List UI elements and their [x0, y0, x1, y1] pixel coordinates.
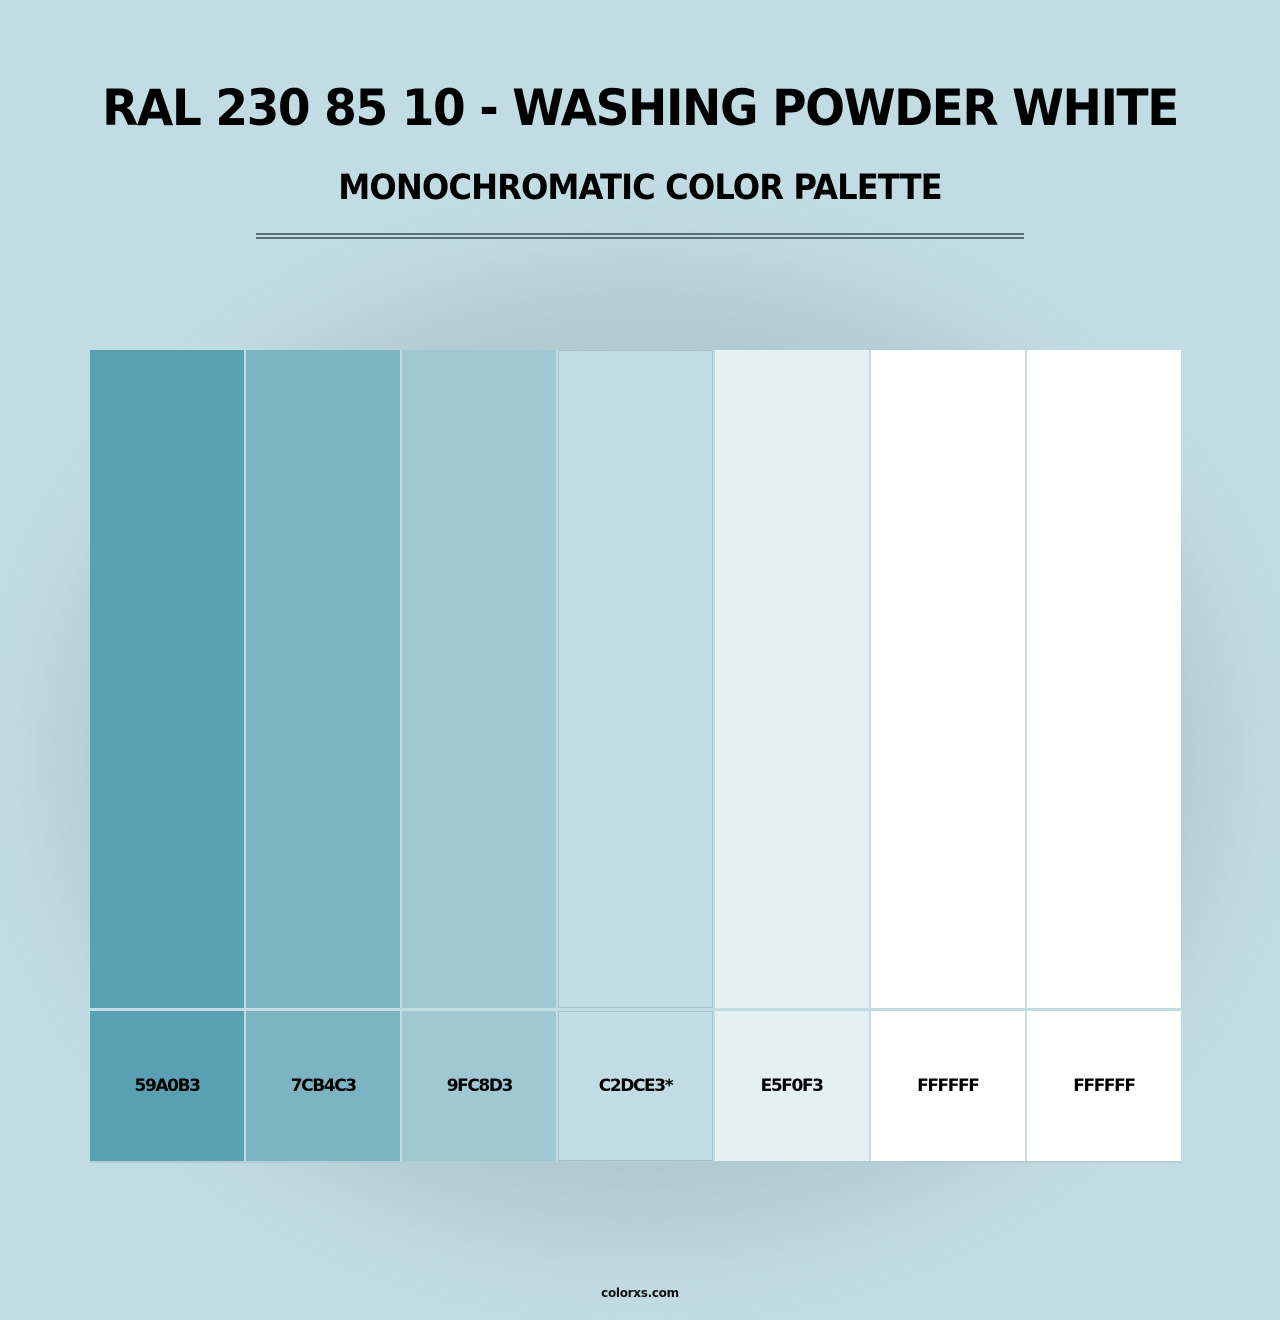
palette-column-3[interactable]: 9FC8D3: [402, 350, 557, 1161]
palette-column-1[interactable]: 59A0B3: [90, 350, 245, 1161]
color-label-cell[interactable]: 9FC8D3: [402, 1011, 557, 1161]
color-label-cell[interactable]: 59A0B3: [90, 1011, 245, 1161]
hex-code-label: FFFFFF: [1073, 1076, 1136, 1096]
hex-code-label: FFFFFF: [917, 1076, 980, 1096]
hex-code-label: 59A0B3: [134, 1076, 201, 1096]
hex-code-label: E5F0F3: [760, 1076, 824, 1096]
title-divider: [256, 233, 1024, 240]
palette-column-4-base[interactable]: C2DCE3*: [558, 350, 713, 1161]
palette-column-7[interactable]: FFFFFF: [1026, 350, 1181, 1161]
color-label-cell[interactable]: C2DCE3*: [558, 1011, 713, 1161]
palette-column-5[interactable]: E5F0F3: [714, 350, 869, 1161]
color-label-cell[interactable]: FFFFFF: [1026, 1011, 1181, 1161]
color-swatch[interactable]: [246, 350, 401, 1008]
hex-code-label: 9FC8D3: [446, 1076, 514, 1096]
palette-column-6[interactable]: FFFFFF: [870, 350, 1025, 1161]
color-swatch[interactable]: [870, 350, 1025, 1008]
color-swatch[interactable]: [714, 350, 869, 1008]
hex-code-label: C2DCE3*: [598, 1076, 674, 1096]
divider-line-top: [256, 233, 1024, 235]
base-color-swatch[interactable]: [558, 350, 713, 1008]
color-label-cell[interactable]: FFFFFF: [870, 1011, 1025, 1161]
color-palette: 59A0B3 7CB4C3 9FC8D3 C2DCE3* E5F0F3 FFFF…: [90, 350, 1181, 1161]
site-link[interactable]: colorxs.com: [601, 1286, 679, 1300]
palette-column-2[interactable]: 7CB4C3: [246, 350, 401, 1161]
page-title: RAL 230 85 10 - WASHING POWDER WHITE: [102, 79, 1179, 137]
color-label-cell[interactable]: E5F0F3: [714, 1011, 869, 1161]
color-label-cell[interactable]: 7CB4C3: [246, 1011, 401, 1161]
divider-line-bottom: [256, 237, 1024, 239]
color-swatch[interactable]: [90, 350, 245, 1008]
color-swatch[interactable]: [402, 350, 557, 1008]
page-subtitle: MONOCHROMATIC COLOR PALETTE: [338, 168, 942, 208]
color-swatch[interactable]: [1026, 350, 1181, 1008]
hex-code-label: 7CB4C3: [290, 1076, 357, 1096]
